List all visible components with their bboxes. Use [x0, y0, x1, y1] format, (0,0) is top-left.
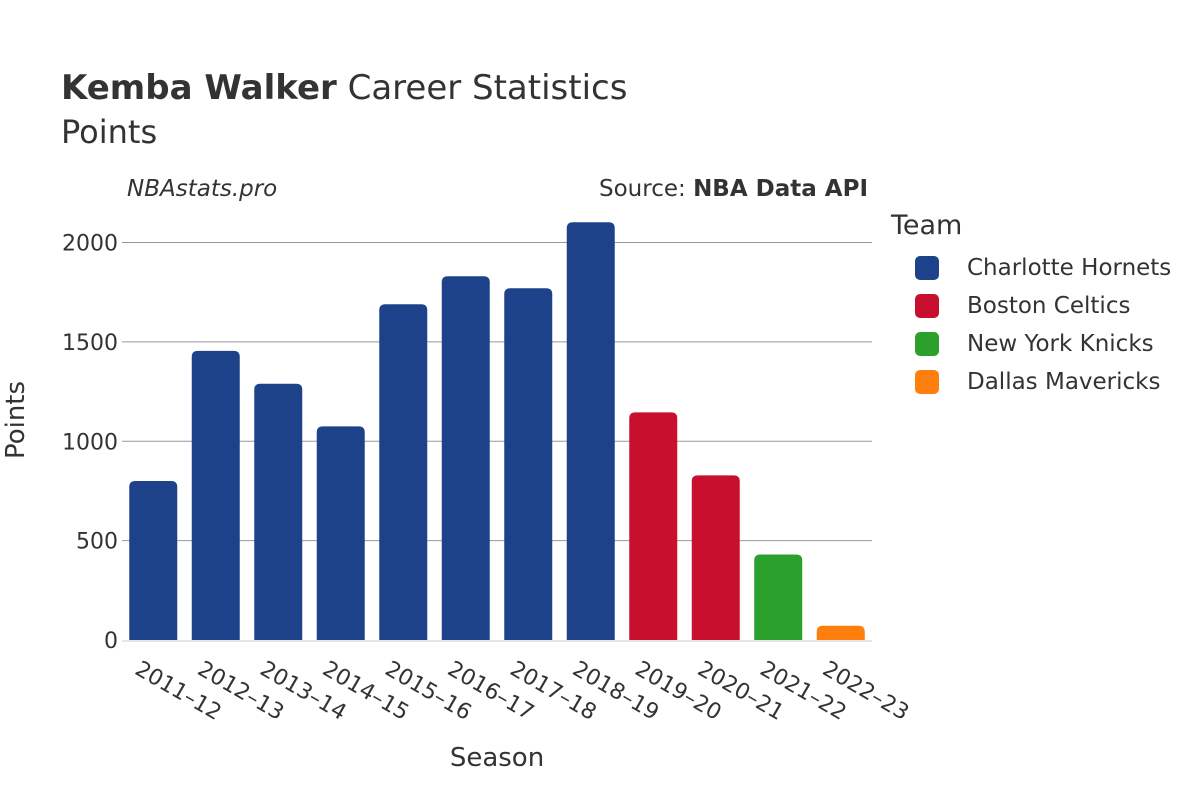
- bar-2013–14[interactable]: [254, 383, 303, 640]
- y-tick-label: 2000: [62, 232, 118, 257]
- bar-2017–18[interactable]: [504, 288, 553, 640]
- legend-swatch: [915, 332, 939, 356]
- legend-label: Dallas Mavericks: [967, 369, 1161, 395]
- legend-item-boston-celtics[interactable]: Boston Celtics: [891, 287, 1171, 325]
- source-credit: Source: NBA Data API: [599, 176, 868, 202]
- bar-2014–15[interactable]: [316, 426, 365, 640]
- legend-item-charlotte-hornets[interactable]: Charlotte Hornets: [891, 249, 1171, 287]
- legend-label: New York Knicks: [967, 331, 1154, 357]
- legend-title: Team: [891, 210, 963, 241]
- y-tick-label: 1500: [62, 331, 118, 356]
- bar-2016–17[interactable]: [441, 276, 490, 640]
- y-tick-label: 1000: [62, 430, 118, 455]
- y-axis-label: Points: [1, 380, 31, 460]
- legend-swatch: [915, 294, 939, 318]
- bar-2018–19[interactable]: [566, 222, 615, 641]
- x-axis-label: Season: [449, 743, 545, 773]
- bar-2021–22[interactable]: [754, 554, 803, 640]
- legend-swatch: [915, 256, 939, 280]
- bar-2011–12[interactable]: [129, 481, 178, 640]
- legend-item-new-york-knicks[interactable]: New York Knicks: [891, 325, 1171, 363]
- legend-label: Charlotte Hornets: [967, 255, 1172, 281]
- chart-subtitle: Points: [61, 113, 158, 151]
- bar-2022–23[interactable]: [816, 625, 865, 640]
- bar-2015–16[interactable]: [379, 304, 428, 640]
- legend: Team Charlotte Hornets Boston Celtics Ne…: [891, 210, 1171, 401]
- bar-2012–13[interactable]: [191, 350, 240, 640]
- legend-item-dallas-mavericks[interactable]: Dallas Mavericks: [891, 363, 1171, 401]
- bar-2020–21[interactable]: [691, 475, 740, 640]
- y-tick-label: 500: [76, 530, 118, 555]
- legend-swatch: [915, 370, 939, 394]
- y-tick-label: 0: [104, 629, 118, 654]
- site-credit: NBAstats.pro: [127, 176, 278, 202]
- bar-2019–20[interactable]: [629, 412, 678, 640]
- legend-label: Boston Celtics: [967, 293, 1131, 319]
- chart-title: Kemba Walker Career Statistics: [61, 68, 628, 108]
